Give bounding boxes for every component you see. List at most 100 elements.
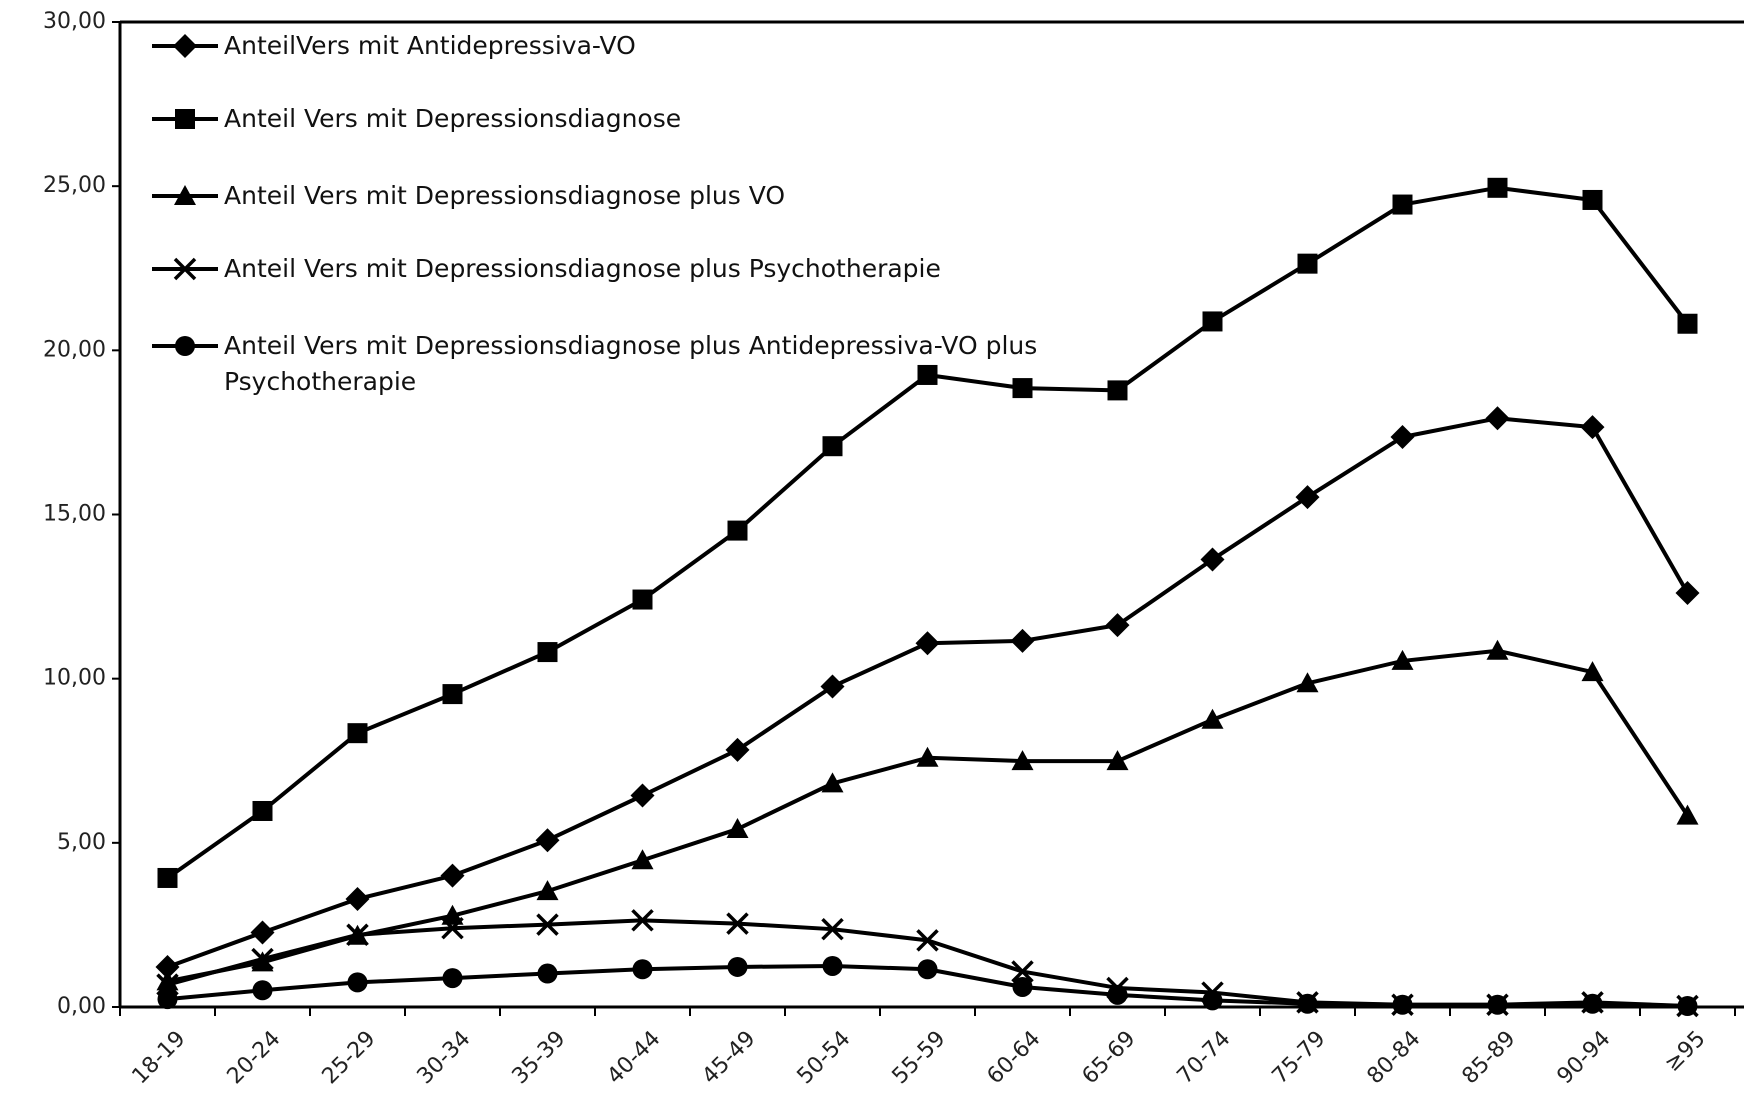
marker-triangle bbox=[536, 880, 559, 901]
marker-square bbox=[727, 520, 748, 541]
marker-square bbox=[252, 800, 273, 821]
marker-square bbox=[917, 364, 938, 385]
marker-circle bbox=[442, 968, 463, 989]
marker-diamond bbox=[173, 34, 197, 58]
marker-square bbox=[537, 642, 558, 663]
marker-triangle bbox=[1486, 639, 1509, 660]
marker-square bbox=[1297, 253, 1318, 274]
marker-circle bbox=[1012, 976, 1033, 997]
x-tick-label: 70-74 bbox=[1173, 1026, 1236, 1089]
marker-diamond bbox=[440, 863, 465, 888]
legend-icon bbox=[152, 336, 218, 356]
x-tick-label: 75-79 bbox=[1268, 1026, 1331, 1089]
x-tick-label: 35-39 bbox=[508, 1026, 571, 1089]
x-tick-label: 30-34 bbox=[413, 1026, 476, 1089]
marker-circle bbox=[175, 336, 195, 356]
marker-triangle bbox=[441, 904, 464, 925]
x-tick-label: ≥95 bbox=[1660, 1026, 1711, 1077]
marker-diamond bbox=[630, 783, 655, 808]
marker-square bbox=[1392, 194, 1413, 215]
marker-triangle bbox=[156, 970, 179, 991]
legend-item: AnteilVers mit Antidepressiva-VO bbox=[150, 28, 1154, 64]
marker-circle bbox=[1107, 984, 1128, 1005]
marker-square bbox=[157, 867, 178, 888]
legend-label: Anteil Vers mit Depressionsdiagnose plus… bbox=[224, 181, 786, 210]
marker-diamond bbox=[820, 674, 845, 699]
marker-diamond bbox=[1580, 415, 1605, 440]
marker-circle bbox=[822, 955, 843, 976]
marker-circle bbox=[1677, 996, 1698, 1017]
marker-square bbox=[822, 436, 843, 457]
x-tick-label: 18-19 bbox=[128, 1026, 191, 1089]
marker-square bbox=[1012, 378, 1033, 399]
legend-label: AnteilVers mit Antidepressiva-VO bbox=[224, 31, 636, 60]
marker-square bbox=[632, 589, 653, 610]
marker-triangle bbox=[821, 772, 844, 793]
marker-circle bbox=[537, 963, 558, 984]
marker-x bbox=[821, 917, 844, 941]
marker-diamond bbox=[155, 954, 180, 979]
legend-icon bbox=[152, 257, 218, 281]
marker-triangle bbox=[1011, 750, 1034, 771]
marker-diamond bbox=[1390, 425, 1415, 450]
x-tick-label: 20-24 bbox=[223, 1026, 286, 1089]
series-line bbox=[166, 416, 1690, 969]
marker-circle bbox=[1297, 993, 1318, 1014]
marker-triangle bbox=[174, 185, 196, 205]
marker-triangle bbox=[1296, 672, 1319, 693]
marker-x bbox=[346, 923, 369, 947]
marker-circle bbox=[347, 972, 368, 993]
marker-triangle bbox=[1676, 804, 1699, 825]
marker-circle bbox=[1487, 994, 1508, 1015]
marker-x bbox=[726, 912, 749, 935]
marker-square bbox=[1677, 313, 1698, 334]
marker-circle bbox=[1202, 990, 1223, 1011]
marker-square bbox=[1202, 311, 1223, 332]
x-tick-label: 85-89 bbox=[1458, 1026, 1521, 1089]
marker-triangle bbox=[1581, 661, 1604, 682]
x-tick-label: 60-64 bbox=[983, 1026, 1046, 1089]
x-tick-label: 65-69 bbox=[1078, 1026, 1141, 1089]
marker-diamond bbox=[1485, 406, 1510, 431]
marker-circle bbox=[917, 959, 938, 980]
marker-diamond bbox=[250, 920, 275, 945]
legend-icon bbox=[152, 109, 218, 129]
legend-item: Anteil Vers mit Depressionsdiagnose plus… bbox=[150, 178, 1154, 214]
legend-icon bbox=[152, 34, 218, 58]
legend-item: Anteil Vers mit Depressionsdiagnose plus… bbox=[150, 328, 1154, 400]
marker-square bbox=[1582, 189, 1603, 210]
marker-diamond bbox=[1010, 628, 1035, 653]
marker-x bbox=[631, 909, 654, 932]
series-line bbox=[166, 185, 1690, 880]
legend-item: Anteil Vers mit Depressionsdiagnose plus… bbox=[150, 251, 1154, 287]
marker-x bbox=[441, 916, 464, 940]
legend-label: Anteil Vers mit Depressionsdiagnose plus… bbox=[224, 331, 1038, 396]
marker-square bbox=[347, 723, 368, 744]
y-tick-label: 10,00 bbox=[43, 666, 106, 691]
marker-diamond bbox=[725, 737, 750, 762]
marker-square bbox=[1107, 380, 1128, 401]
marker-square bbox=[1487, 177, 1508, 198]
marker-diamond bbox=[535, 828, 560, 853]
y-tick-label: 5,00 bbox=[57, 830, 106, 855]
marker-triangle bbox=[726, 818, 749, 839]
marker-circle bbox=[632, 959, 653, 980]
marker-x bbox=[916, 929, 939, 952]
y-tick-label: 25,00 bbox=[43, 173, 106, 198]
x-tick-label: 55-59 bbox=[888, 1026, 951, 1089]
marker-diamond bbox=[1200, 547, 1225, 572]
marker-triangle bbox=[1201, 708, 1224, 729]
marker-square bbox=[175, 109, 195, 129]
y-tick-label: 30,00 bbox=[43, 9, 106, 34]
legend-label: Anteil Vers mit Depressionsdiagnose bbox=[224, 104, 682, 133]
marker-diamond bbox=[1295, 485, 1320, 510]
marker-square bbox=[442, 684, 463, 705]
marker-circle bbox=[252, 980, 273, 1001]
legend-icon bbox=[152, 185, 218, 205]
x-tick-label: 45-49 bbox=[698, 1026, 761, 1089]
marker-circle bbox=[157, 989, 178, 1010]
marker-x bbox=[173, 257, 197, 281]
marker-triangle bbox=[1106, 750, 1129, 771]
